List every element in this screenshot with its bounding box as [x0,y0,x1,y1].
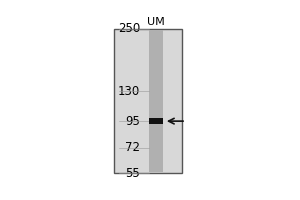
Bar [149,118,163,124]
Text: 95: 95 [125,115,140,128]
Text: 55: 55 [125,167,140,180]
Text: 72: 72 [125,141,140,154]
Bar [149,30,163,172]
Text: 250: 250 [118,22,140,35]
Bar [114,29,182,173]
Text: UM: UM [147,17,165,27]
Text: 130: 130 [118,85,140,98]
